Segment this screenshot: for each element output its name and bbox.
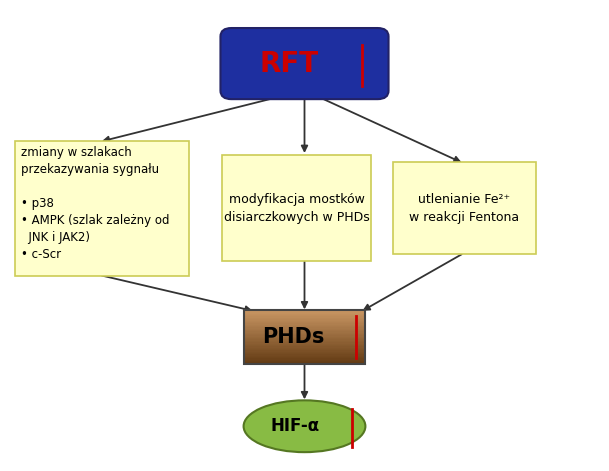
Bar — [244, 342, 365, 343]
Text: RFT: RFT — [259, 49, 319, 78]
Bar — [244, 335, 365, 337]
Ellipse shape — [244, 400, 365, 452]
Bar — [244, 311, 365, 312]
Bar — [244, 348, 365, 349]
Bar — [244, 322, 365, 323]
FancyBboxPatch shape — [393, 162, 536, 254]
Bar — [244, 341, 365, 342]
Bar — [244, 346, 365, 348]
Bar — [244, 323, 365, 325]
Bar — [244, 326, 365, 327]
Bar — [244, 361, 365, 363]
Bar — [244, 354, 365, 356]
Bar — [244, 318, 365, 319]
Bar — [244, 349, 365, 350]
FancyBboxPatch shape — [15, 141, 189, 276]
Text: HIF-α: HIF-α — [271, 417, 320, 435]
Bar — [244, 353, 365, 354]
Bar — [244, 312, 365, 314]
Bar — [244, 350, 365, 352]
Bar — [244, 314, 365, 315]
Bar — [244, 352, 365, 353]
Bar — [244, 360, 365, 361]
Bar — [244, 320, 365, 322]
Text: zmiany w szlakach
przekazywania sygnału

• p38
• AMPK (szlak zależny od
  JNK i : zmiany w szlakach przekazywania sygnału … — [21, 146, 170, 261]
Bar — [244, 325, 365, 326]
Bar — [244, 329, 365, 330]
Text: modyfikacja mostków
disiarczkowych w PHDs: modyfikacja mostków disiarczkowych w PHD… — [224, 193, 370, 224]
Bar — [244, 330, 365, 332]
Bar — [244, 343, 365, 345]
Bar — [244, 310, 365, 311]
Bar — [244, 327, 365, 329]
FancyBboxPatch shape — [220, 28, 389, 99]
Bar — [244, 338, 365, 340]
Bar — [244, 345, 365, 346]
Bar — [244, 333, 365, 334]
Bar — [244, 363, 365, 364]
Bar — [244, 334, 365, 335]
Bar — [244, 358, 365, 360]
Text: utlenianie Fe²⁺
w reakcji Fentona: utlenianie Fe²⁺ w reakcji Fentona — [409, 193, 519, 224]
Text: PHDs: PHDs — [262, 327, 325, 347]
Bar — [244, 356, 365, 357]
Bar — [244, 317, 365, 318]
Bar — [244, 319, 365, 320]
FancyBboxPatch shape — [222, 155, 371, 261]
Bar — [244, 340, 365, 341]
Bar — [244, 315, 365, 317]
Bar — [244, 357, 365, 358]
Bar — [244, 332, 365, 333]
Bar — [244, 337, 365, 338]
